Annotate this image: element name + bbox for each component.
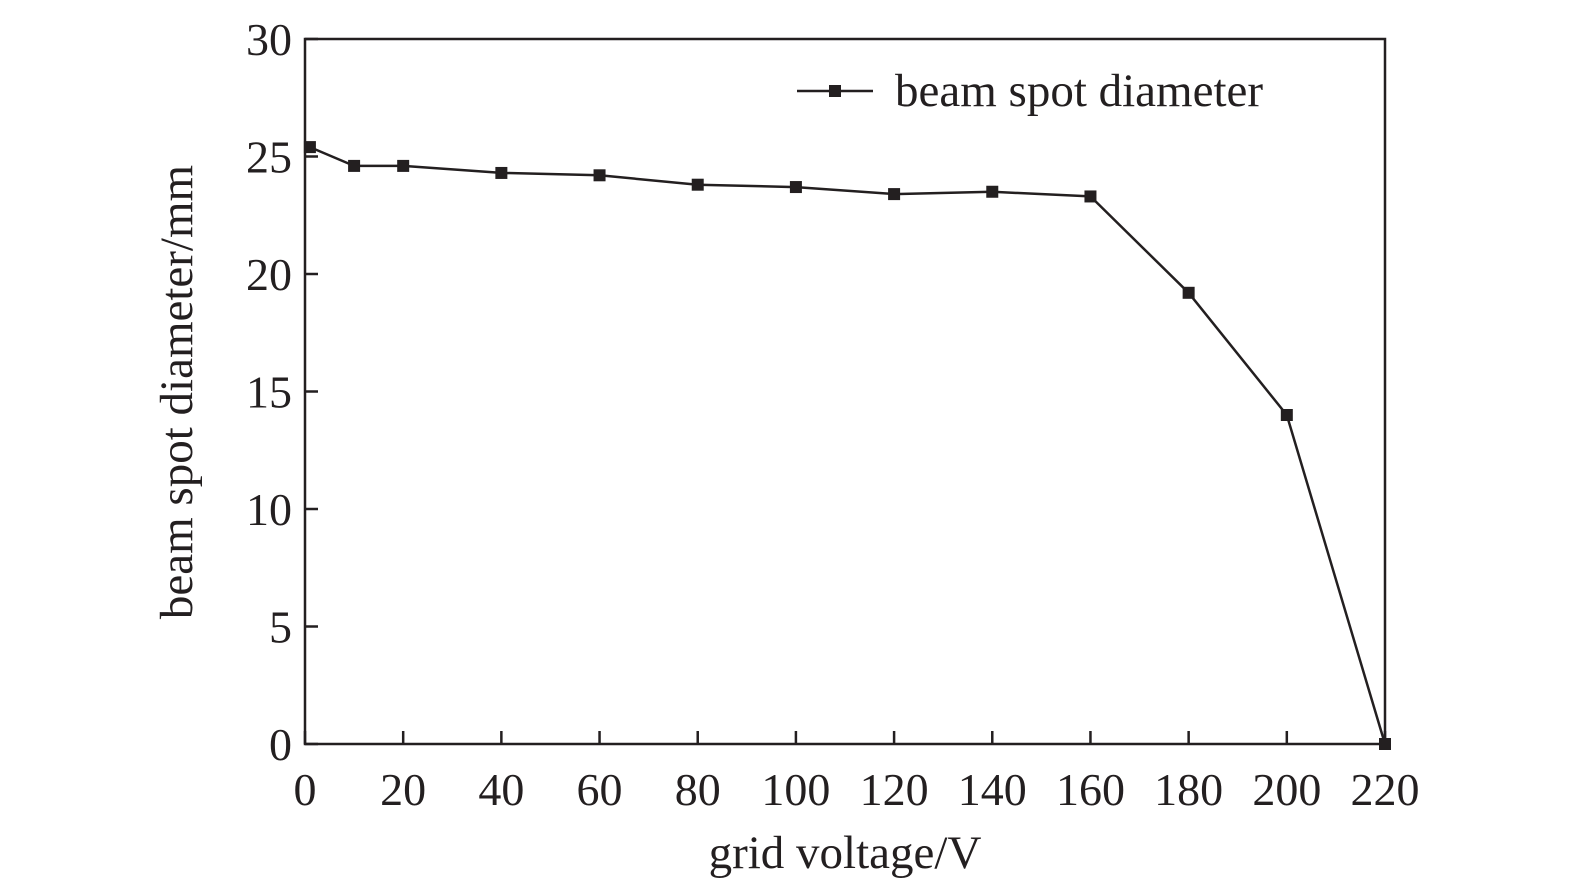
data-point [593, 169, 606, 182]
data-point [397, 159, 410, 172]
data-point [1379, 738, 1391, 750]
x-tick-label: 140 [958, 764, 1027, 815]
x-axis: 0 20 40 60 80 100 120 140 160 180 200 220 [294, 731, 1420, 815]
x-tick-label: 180 [1154, 764, 1223, 815]
x-tick-label: 220 [1351, 764, 1420, 815]
x-tick-label: 20 [380, 764, 426, 815]
x-tick-label: 80 [675, 764, 721, 815]
x-axis-title: grid voltage/V [709, 827, 982, 879]
data-point [888, 188, 901, 201]
x-tick-label: 40 [478, 764, 524, 815]
x-tick-label: 0 [294, 764, 317, 815]
data-point [691, 178, 704, 191]
plot-frame [303, 37, 1387, 746]
x-tick-label: 200 [1252, 764, 1321, 815]
y-tick-label: 15 [246, 367, 292, 418]
data-point [1182, 286, 1195, 299]
legend-marker [829, 85, 841, 97]
y-tick-label: 10 [246, 484, 292, 535]
y-tick-label: 20 [246, 249, 292, 300]
data-point [348, 159, 361, 172]
data-point [1084, 190, 1097, 203]
data-point [495, 166, 508, 179]
x-tick-label: 60 [577, 764, 623, 815]
y-axis-title: beam spot diameter/mm [151, 165, 203, 619]
series-layer [303, 141, 1391, 750]
y-tick-label: 5 [269, 602, 292, 653]
data-point [986, 185, 999, 198]
y-tick-label: 25 [246, 132, 292, 183]
x-tick-label: 100 [761, 764, 830, 815]
legend-label: beam spot diameter [895, 65, 1263, 117]
legend: beam spot diameter [797, 65, 1263, 117]
x-tick-label: 160 [1056, 764, 1125, 815]
y-tick-label: 0 [269, 719, 292, 770]
y-axis: 0 5 10 15 20 25 30 [246, 14, 318, 770]
x-tick-label: 120 [860, 764, 929, 815]
data-point [303, 141, 316, 154]
data-point [1280, 409, 1293, 421]
series-line [309, 145, 1387, 745]
y-tick-label: 30 [246, 14, 292, 65]
data-point [789, 181, 802, 194]
